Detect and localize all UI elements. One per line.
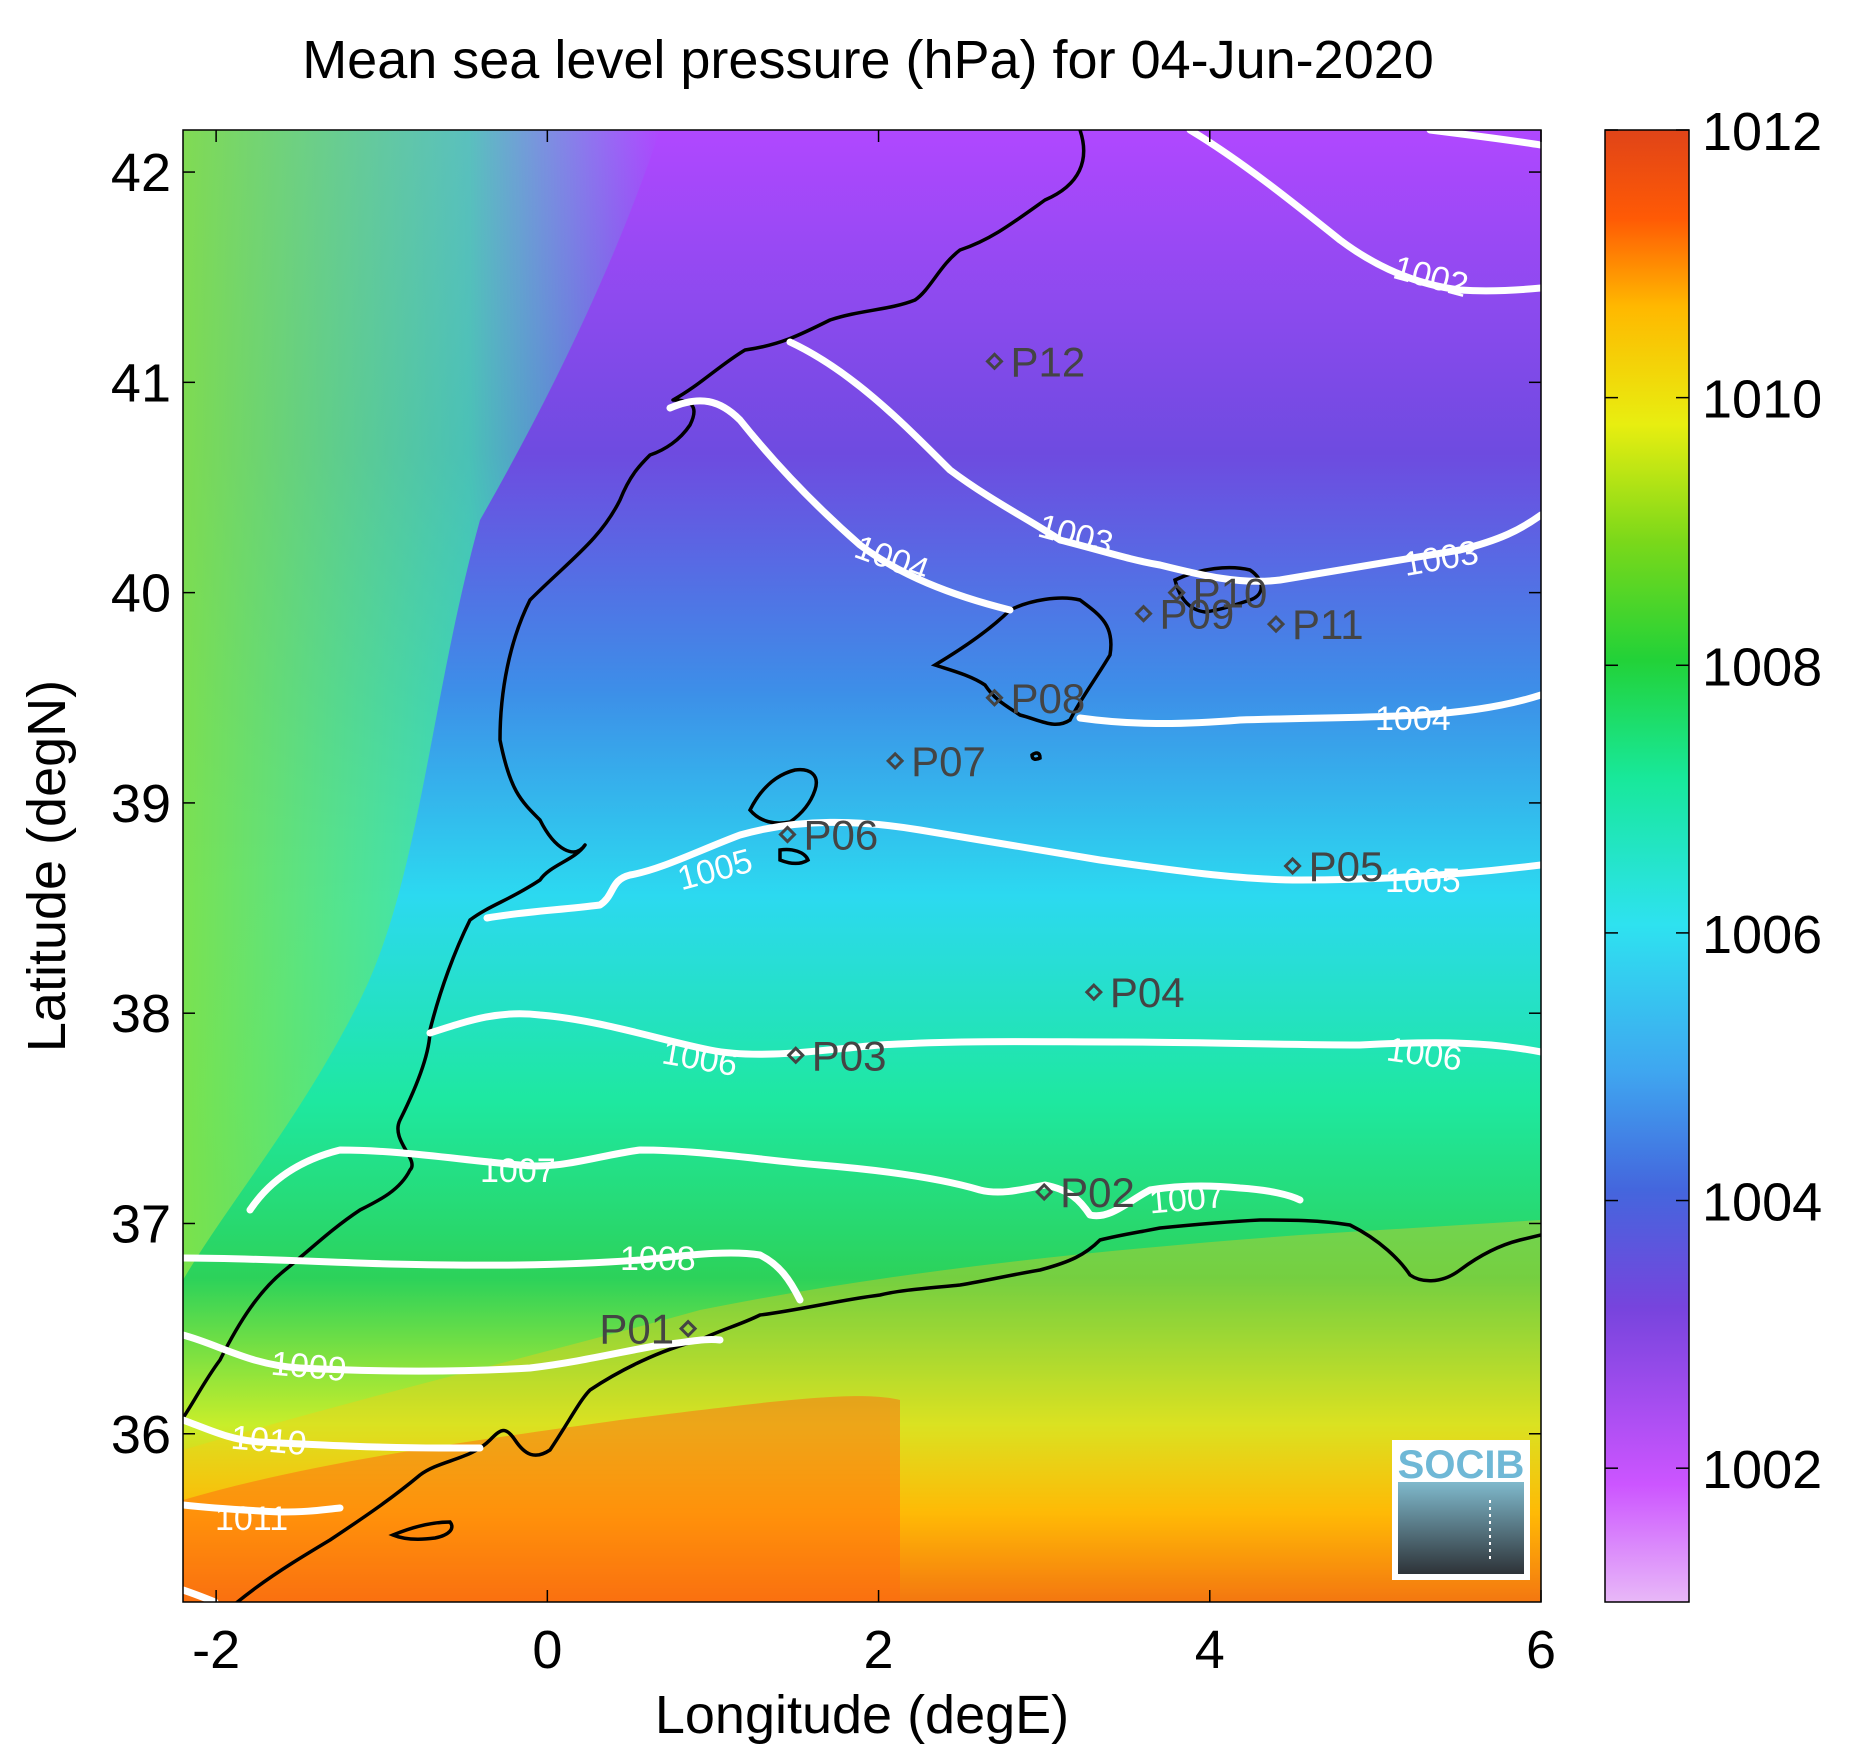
station-marker [1084,983,1103,1002]
contour-label-1005-b: 1005 [1385,862,1461,900]
station-marker [985,352,1004,371]
contour-1006 [426,1010,1541,1058]
contour-1007 [246,1146,1304,1220]
cabrera-island [1030,751,1042,761]
station-p12: P12 [985,338,1085,385]
station-p07: P07 [886,738,986,785]
x-tick-label: 4 [1195,1620,1225,1680]
contour-1004 [666,397,1541,728]
colorbar-tick-label: 1002 [1702,1440,1822,1500]
contour-label-1008: 1008 [620,1240,696,1278]
y-tick-label: 42 [111,143,171,203]
station-label: P10 [1193,570,1268,617]
station-p10: P10 [1167,570,1268,617]
station-marker [1167,583,1186,602]
station-label: P11 [1292,601,1364,648]
colorbar: 1002 1004 1006 1008 1010 1012 [1604,102,1822,1603]
station-p02: P02 [1035,1169,1135,1216]
contour-1011 [183,1501,344,1516]
y-tick-label: 37 [111,1194,171,1254]
station-label: P05 [1309,843,1384,890]
x-tick-label: 2 [864,1620,894,1680]
contour-1008 [183,1249,804,1304]
y-axis-label: Latitude (degN) [17,680,77,1052]
colorbar-tick-label: 1010 [1702,370,1822,430]
contour-1005 [483,818,1541,922]
station-marker [1035,1182,1054,1202]
x-tick-label: 0 [532,1620,562,1680]
station-marker [1134,604,1153,623]
africa-hot-tint [183,1396,900,1602]
station-marker [1283,856,1302,876]
station-p05: P05 [1283,843,1384,890]
africa-coastline [234,1218,1541,1602]
colorbar-tick-label: 1006 [1702,905,1822,965]
y-tick-label: 40 [111,564,171,624]
station-p03: P03 [786,1032,887,1079]
ibiza-island [747,767,818,825]
contour-1002b [1426,130,1541,149]
station-marker [778,825,797,844]
y-tick-label: 41 [111,353,171,413]
station-label: P01 [599,1306,674,1353]
x-tick-label: -2 [192,1620,240,1680]
x-axis: -2 0 2 4 6 [192,130,1556,1680]
contour-1010 [183,1416,484,1452]
station-label: P12 [1010,338,1085,385]
logo-text: SOCIB [1398,1443,1525,1487]
x-axis-label: Longitude (degE) [655,1685,1069,1745]
station-marker [886,751,905,770]
colorbar-tick-label: 1004 [1702,1173,1822,1233]
formentera-island [778,847,811,866]
colorbar-tick-label: 1008 [1702,637,1822,697]
station-p11: P11 [1266,601,1364,648]
contour-1012 [183,1586,219,1602]
station-p08: P08 [985,675,1085,722]
station-label: P08 [1010,675,1085,722]
contour-label-1004-b: 1004 [1375,700,1451,738]
station-p06: P06 [778,811,878,858]
contour-label-1010: 1010 [229,1419,308,1463]
colorbar-ticks: 1002 1004 1006 1008 1010 1012 [1605,102,1822,1500]
contour-1002 [1186,130,1541,295]
station-label: P02 [1060,1169,1135,1216]
logo-gradient [1398,1482,1524,1574]
contour-label-1007-a: 1007 [480,1152,556,1190]
station-label: P09 [1160,591,1235,638]
plot-frame [182,129,1542,1603]
station-p04: P04 [1084,969,1185,1016]
y-tick-label: 39 [111,774,171,834]
y-axis: 36 37 38 39 40 41 42 [111,143,1541,1465]
contour-label-1009: 1009 [269,1345,348,1389]
alboran-island [388,1520,454,1541]
station-p01: P01 [599,1306,698,1353]
station-marker [678,1319,698,1338]
chart-title: Mean sea level pressure (hPa) for 04-Jun… [302,30,1434,90]
y-tick-label: 38 [111,984,171,1044]
colorbar-tick-label: 1012 [1702,102,1822,162]
plot-area: 1002 1003 1003 1004 1004 1005 1005 1006 … [183,130,1541,1602]
contour-1003 [786,338,1541,585]
contour-1009 [183,1331,724,1375]
station-marker [1266,615,1286,634]
socib-logo: SOCIB [1392,1440,1530,1580]
contour-label-1007-b: 1007 [1148,1177,1227,1221]
station-label: P07 [911,738,986,785]
station-label: P04 [1110,969,1185,1016]
colorbar-gradient [1604,129,1690,1603]
y-tick-label: 36 [111,1405,171,1465]
contour-label-1011: 1011 [215,1500,288,1538]
iberia-coastline [183,130,1086,1419]
station-label: P06 [803,811,878,858]
menorca-island [1172,565,1263,614]
station-marker [786,1046,805,1065]
x-tick-label: 6 [1526,1620,1556,1680]
station-p09: P09 [1134,591,1235,638]
station-label: P03 [812,1032,887,1079]
iberia-land-tint [183,130,660,1280]
station-marker [985,688,1004,707]
